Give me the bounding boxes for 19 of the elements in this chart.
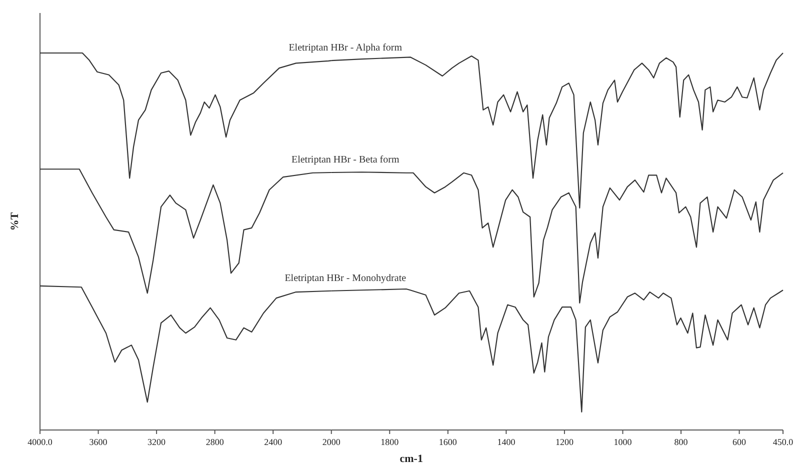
x-tick-label: 2800 bbox=[206, 437, 224, 447]
series-label: Eletriptan HBr - Alpha form bbox=[288, 42, 402, 54]
y-axis-title: %T bbox=[9, 212, 21, 231]
x-tick-label: 1800 bbox=[380, 437, 400, 447]
x-tick-label: 1000 bbox=[614, 437, 632, 447]
x-tick-label: 1600 bbox=[438, 437, 458, 447]
x-tick-label: 2000 bbox=[322, 437, 341, 447]
x-tick-label: 3200 bbox=[148, 437, 166, 447]
x-tick-label: 3600 bbox=[89, 437, 108, 447]
x-tick-label: 1400 bbox=[497, 437, 516, 447]
x-tick-label: 1200 bbox=[555, 437, 574, 447]
x-tick-label: 4000.0 bbox=[28, 437, 53, 447]
series-label: Eletriptan HBr - Monohydrate bbox=[284, 272, 407, 284]
x-tick-label: 600 bbox=[732, 437, 747, 447]
series-label: Eletriptan HBr - Beta form bbox=[292, 154, 400, 166]
x-tick-label: 2400 bbox=[264, 437, 283, 447]
x-axis-title: cm-1 bbox=[400, 453, 423, 465]
x-tick-label: 800 bbox=[674, 437, 688, 447]
x-tick-label: 450.0 bbox=[772, 437, 794, 447]
